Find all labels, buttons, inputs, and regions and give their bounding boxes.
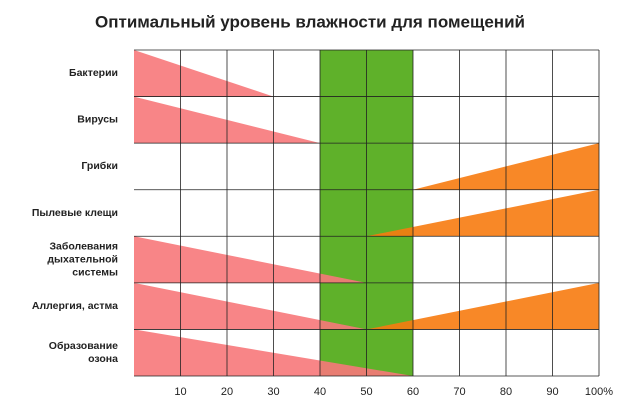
chart-title: Оптимальный уровень влажности для помеще… xyxy=(95,12,525,31)
row-label: Образование xyxy=(49,340,118,352)
x-tick-label: 100% xyxy=(585,386,613,398)
row-label: Пылевые клещи xyxy=(32,207,118,219)
x-tick-label: 10 xyxy=(174,386,186,398)
row-label: Вирусы xyxy=(77,114,118,126)
row-label: Бактерии xyxy=(69,67,118,79)
row-label: системы xyxy=(72,266,118,278)
wedge xyxy=(134,282,367,330)
x-tick-label: 50 xyxy=(360,386,372,398)
row-label: Заболевания xyxy=(49,240,118,252)
x-tick-label: 90 xyxy=(546,386,558,398)
x-tick-label: 30 xyxy=(267,386,279,398)
wedge xyxy=(134,50,274,97)
wedge xyxy=(366,189,599,237)
x-tick-label: 70 xyxy=(453,386,465,398)
row-label: Аллергия, астма xyxy=(32,300,118,312)
x-tick-label: 40 xyxy=(314,386,326,398)
x-tick-label: 60 xyxy=(407,386,419,398)
row-label: Грибки xyxy=(81,160,118,172)
wedge xyxy=(134,236,367,283)
x-tick-label: 80 xyxy=(500,386,512,398)
wedge xyxy=(366,282,599,330)
row-label: дыхательной xyxy=(47,253,118,265)
x-tick-label: 20 xyxy=(221,386,233,398)
row-label: озона xyxy=(88,353,118,365)
